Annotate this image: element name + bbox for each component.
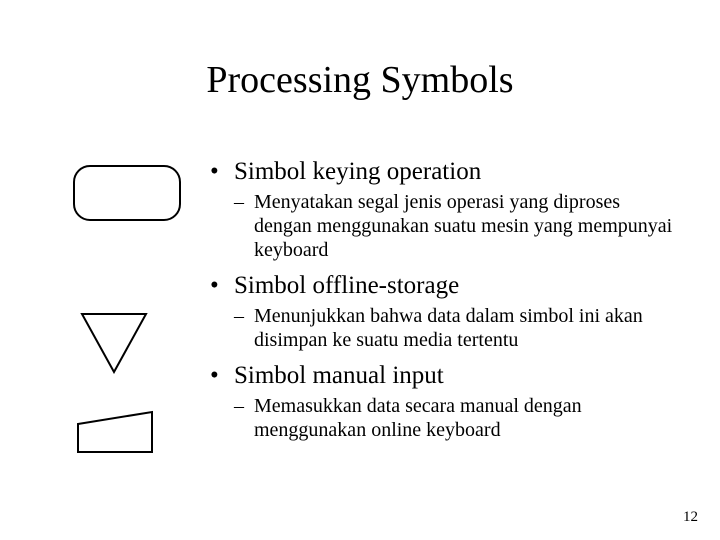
bullet-offline: Simbol offline-storage	[210, 272, 680, 300]
page-title: Processing Symbols	[0, 58, 720, 102]
bullet-keying: Simbol keying operation	[210, 158, 680, 186]
content-area: Simbol keying operation Menyatakan segal…	[210, 158, 680, 452]
slide: Processing Symbols Simbol keying operati…	[0, 0, 720, 540]
page-number: 12	[683, 509, 698, 526]
bullet-manual: Simbol manual input	[210, 362, 680, 390]
subbullet-manual: Memasukkan data secara manual dengan men…	[210, 394, 680, 442]
offline-storage-icon	[80, 312, 148, 379]
subbullet-keying: Menyatakan segal jenis operasi yang dipr…	[210, 190, 680, 262]
subbullet-offline: Menunjukkan bahwa data dalam simbol ini …	[210, 304, 680, 352]
manual-input-icon	[76, 410, 154, 459]
keying-operation-icon	[72, 164, 182, 227]
